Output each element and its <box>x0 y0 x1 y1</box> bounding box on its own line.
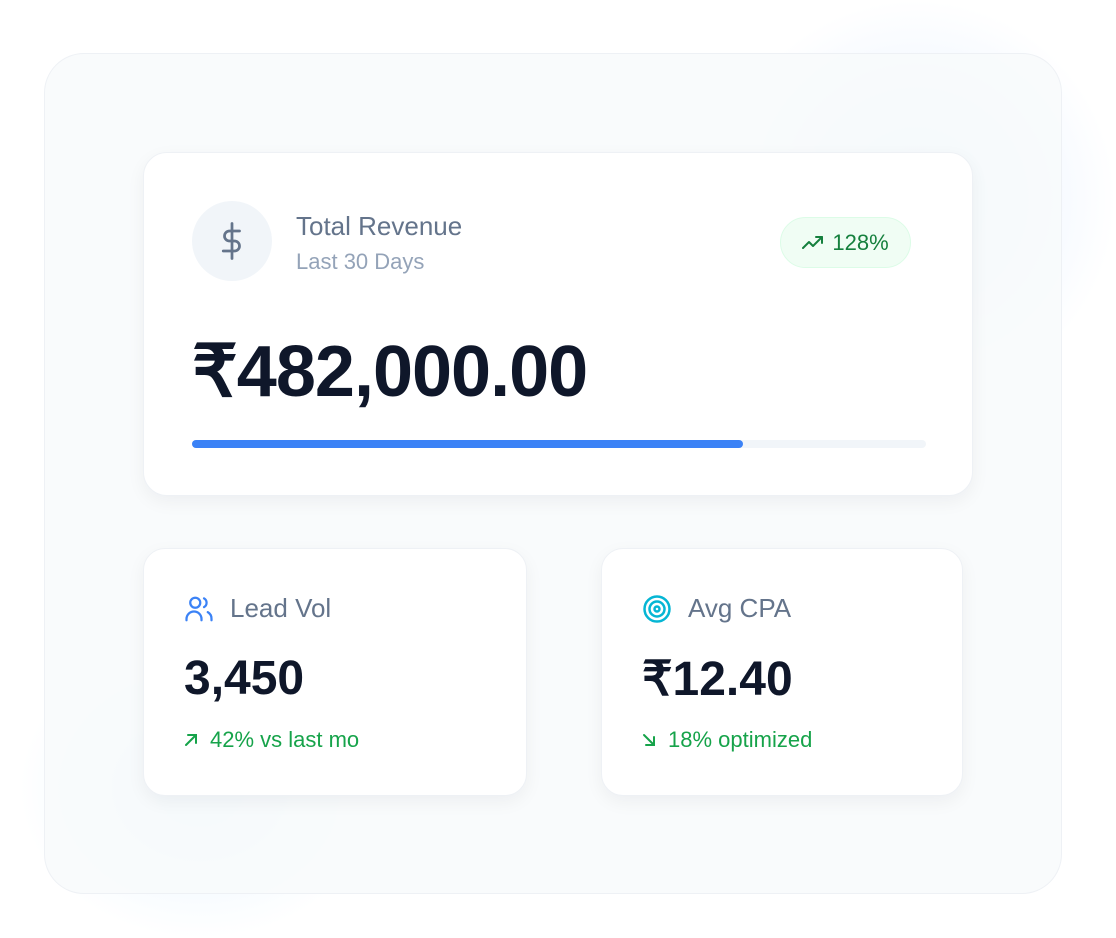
lead-volume-value: 3,450 <box>184 652 305 705</box>
trend-text: 42% vs last mo <box>210 727 360 752</box>
growth-badge: 128% <box>780 217 911 268</box>
users-icon <box>185 596 213 621</box>
card-label: Avg CPA <box>688 593 792 623</box>
total-revenue-card: Total Revenue Last 30 Days 128% ₹482,000… <box>143 152 973 496</box>
revenue-progress-bar <box>192 440 926 448</box>
dollar-icon <box>192 201 272 281</box>
arrow-up-right-icon <box>185 734 197 746</box>
card-label: Lead Vol <box>230 593 332 623</box>
card-title: Total Revenue <box>296 211 463 241</box>
card-subtitle: Last 30 Days <box>296 249 425 274</box>
target-icon <box>643 594 671 623</box>
trend-text: 18% optimized <box>668 727 813 752</box>
revenue-value: ₹482,000.00 <box>192 332 588 412</box>
progress-fill <box>192 440 743 448</box>
trending-up-icon <box>802 235 824 249</box>
lead-volume-card: Lead Vol 3,450 42% vs last mo <box>143 548 527 796</box>
arrow-down-right-icon <box>643 734 655 746</box>
avg-cpa-card: Avg CPA ₹12.40 18% optimized <box>601 548 963 796</box>
growth-value: 128% <box>832 229 889 255</box>
avg-cpa-value: ₹12.40 <box>642 653 793 706</box>
